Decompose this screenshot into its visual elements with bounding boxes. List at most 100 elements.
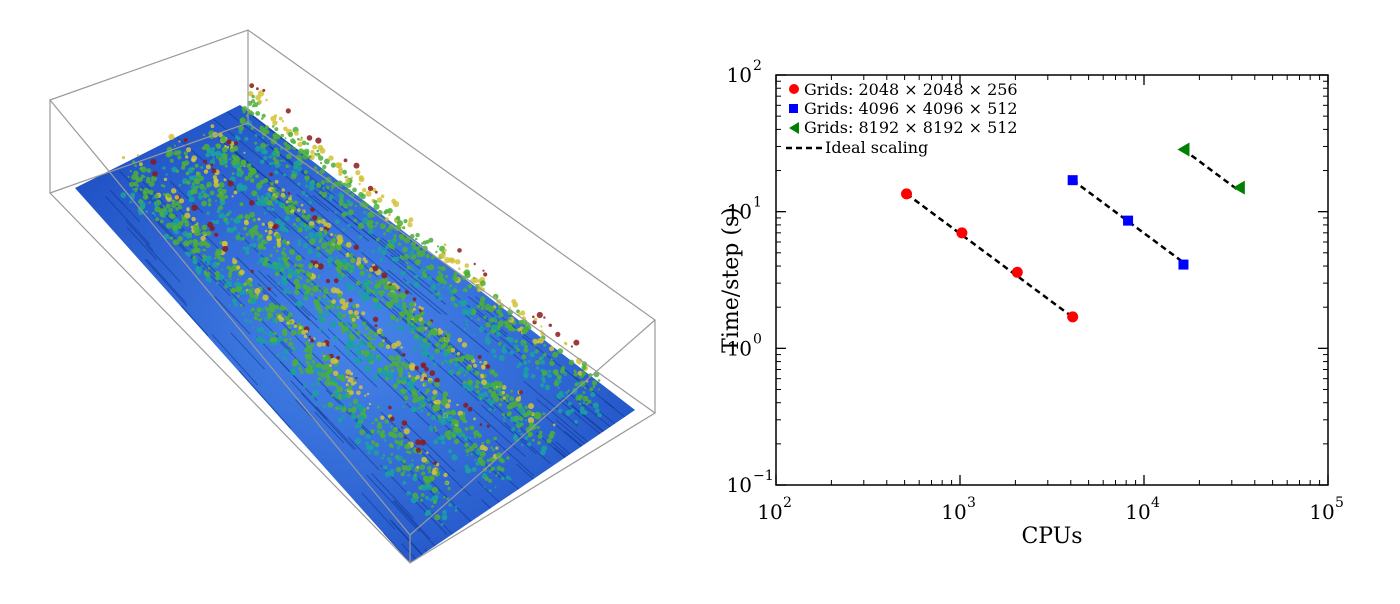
vortex-blob bbox=[171, 224, 178, 231]
vortex-blob bbox=[352, 187, 357, 193]
vortex-blob bbox=[433, 362, 437, 367]
vortex-blob bbox=[285, 144, 292, 151]
vortex-blob bbox=[435, 474, 438, 478]
vortex-blob bbox=[275, 317, 279, 321]
vortex-blob bbox=[427, 465, 432, 471]
vortex-blob bbox=[428, 237, 434, 243]
vortex-blob bbox=[131, 174, 137, 180]
vortex-blob bbox=[333, 392, 339, 399]
vortex-blob bbox=[589, 387, 594, 392]
vortex-blob bbox=[205, 255, 212, 262]
vortex-blob bbox=[218, 213, 224, 219]
vortex-blob bbox=[353, 162, 360, 169]
vortex-blob bbox=[251, 243, 257, 248]
vortex-blob bbox=[371, 421, 374, 425]
vortex-blob bbox=[383, 232, 387, 236]
vortex-blob bbox=[198, 175, 204, 182]
vortex-blob bbox=[342, 415, 345, 418]
vortex-blob bbox=[412, 406, 418, 412]
vortex-blob bbox=[403, 237, 411, 244]
vortex-blob bbox=[282, 159, 286, 162]
vortex-blob bbox=[296, 166, 303, 172]
vortex-blob bbox=[495, 446, 499, 450]
vortex-blob bbox=[570, 345, 574, 348]
vortex-blob bbox=[366, 269, 369, 272]
vortex-blob bbox=[221, 268, 224, 272]
vortex-blob bbox=[346, 274, 349, 277]
vortex-blob bbox=[388, 443, 393, 448]
flow-streak bbox=[327, 328, 363, 363]
vortex-blob bbox=[262, 246, 267, 251]
vortex-blob bbox=[171, 199, 176, 204]
vortex-blob bbox=[410, 322, 414, 326]
vortex-blob bbox=[235, 135, 239, 139]
vortex-blob bbox=[211, 147, 216, 151]
vortex-blob bbox=[348, 298, 353, 303]
vortex-blob bbox=[218, 182, 222, 186]
vortex-blob bbox=[506, 336, 509, 340]
vortex-blob bbox=[165, 203, 171, 209]
vortex-blob bbox=[473, 363, 478, 368]
legend-label-ideal: Ideal scaling bbox=[825, 138, 928, 157]
vortex-blob bbox=[462, 288, 466, 292]
vortex-blob bbox=[295, 225, 299, 229]
flow-streak bbox=[347, 436, 380, 471]
vortex-blob bbox=[307, 248, 312, 253]
vortex-blob bbox=[548, 433, 554, 439]
vortex-blob bbox=[479, 444, 486, 451]
vortex-blob bbox=[265, 307, 270, 312]
vortex-blob bbox=[439, 277, 445, 284]
vortex-blob bbox=[495, 452, 502, 459]
vortex-blob bbox=[349, 270, 353, 274]
vortex-blob bbox=[298, 367, 302, 371]
flow-streak bbox=[391, 520, 423, 555]
y-tick-label: 10 bbox=[727, 336, 752, 360]
vortex-blob bbox=[319, 327, 323, 331]
vortex-blob bbox=[447, 486, 451, 491]
vortex-blob bbox=[262, 128, 266, 132]
vortex-blob bbox=[359, 408, 363, 412]
vortex-blob bbox=[336, 355, 341, 360]
vortex-blob bbox=[452, 288, 458, 294]
vortex-blob bbox=[298, 325, 303, 330]
vortex-blob bbox=[257, 233, 264, 239]
vortex-blob bbox=[527, 417, 535, 424]
vortex-blob bbox=[339, 197, 344, 203]
vortex-blob bbox=[145, 210, 149, 214]
vortex-blob bbox=[289, 337, 292, 341]
vortex-blob bbox=[336, 305, 340, 310]
vortex-blob bbox=[405, 261, 409, 265]
vortex-blob bbox=[448, 369, 455, 375]
vortex-blob bbox=[457, 248, 462, 253]
vortex-blob bbox=[453, 426, 459, 433]
vortex-blob bbox=[481, 364, 486, 369]
vortex-blob bbox=[263, 155, 268, 160]
vortex-blob bbox=[227, 274, 232, 278]
vortex-blob bbox=[304, 353, 311, 360]
flow-streak bbox=[146, 259, 187, 304]
vortex-blob bbox=[463, 327, 467, 331]
vortex-blob bbox=[508, 317, 512, 321]
vortex-blob bbox=[210, 150, 216, 157]
vortex-blob bbox=[339, 298, 346, 305]
vortex-blob bbox=[400, 346, 403, 349]
vortex-blob bbox=[335, 244, 338, 247]
vortex-blob bbox=[418, 259, 421, 263]
vortex-blob bbox=[491, 348, 497, 354]
legend-label-grid-2048: Grids: 2048 × 2048 × 256 bbox=[804, 80, 1018, 99]
vortex-blob bbox=[372, 374, 379, 380]
vortex-blob bbox=[428, 403, 432, 407]
vortex-blob bbox=[434, 377, 440, 383]
vortex-blob bbox=[351, 323, 358, 330]
vortex-blob bbox=[257, 309, 261, 313]
vortex-blob bbox=[188, 239, 193, 244]
vortex-blob bbox=[234, 303, 238, 307]
vortex-blob bbox=[346, 188, 351, 194]
vortex-blob bbox=[313, 299, 320, 306]
flow-streak bbox=[380, 411, 435, 465]
vortex-blob bbox=[297, 137, 300, 141]
vortex-blob bbox=[303, 334, 308, 339]
vortex-blob bbox=[301, 190, 306, 195]
vortex-blob bbox=[314, 232, 321, 238]
vortex-blob bbox=[287, 191, 291, 195]
